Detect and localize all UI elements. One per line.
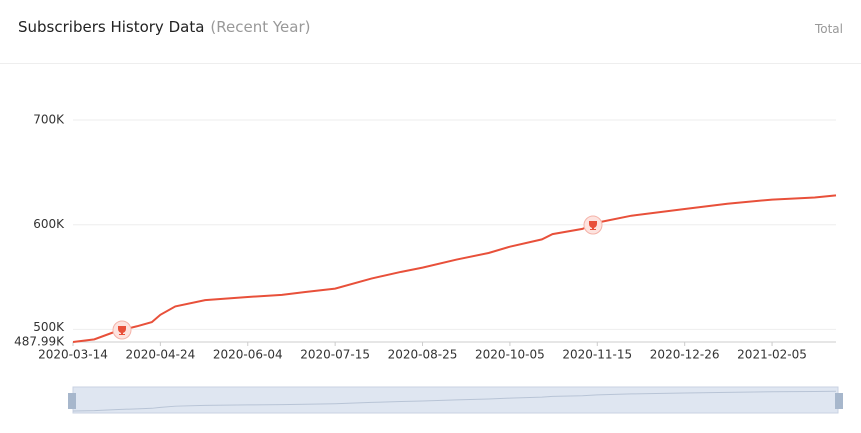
x-tick-label: 2020-06-04	[213, 348, 283, 362]
subtitle: (Recent Year)	[210, 18, 311, 36]
trophy-icon	[118, 326, 126, 335]
x-tick-label: 2020-07-15	[300, 348, 370, 362]
trophy-icon	[589, 221, 597, 230]
total-toggle[interactable]: Total	[814, 22, 843, 36]
slider-handle[interactable]	[68, 393, 76, 409]
line	[72, 194, 837, 343]
title: Subscribers History Data	[18, 18, 205, 36]
slider-handle[interactable]	[835, 393, 843, 409]
x-tick-label: 2020-11-15	[562, 348, 632, 362]
slider-preview	[72, 390, 837, 412]
y-tick-label: 487.99K	[14, 335, 65, 349]
x-tick-label: 2021-02-05	[737, 348, 807, 362]
y-tick-label: 500K	[33, 320, 65, 334]
x-tick-label: 2020-08-25	[388, 348, 458, 362]
y-tick-label: 700K	[33, 113, 65, 127]
x-tick-label: 2020-04-24	[126, 348, 196, 362]
separator	[0, 63, 861, 64]
x-tick-label: 2020-12-26	[650, 348, 720, 362]
x-tick-label: 2020-03-14	[38, 348, 108, 362]
x-tick-label: 2020-10-05	[475, 348, 545, 362]
header: Subscribers History Data (Recent Year)	[18, 18, 310, 36]
y-tick-label: 600K	[33, 217, 65, 231]
